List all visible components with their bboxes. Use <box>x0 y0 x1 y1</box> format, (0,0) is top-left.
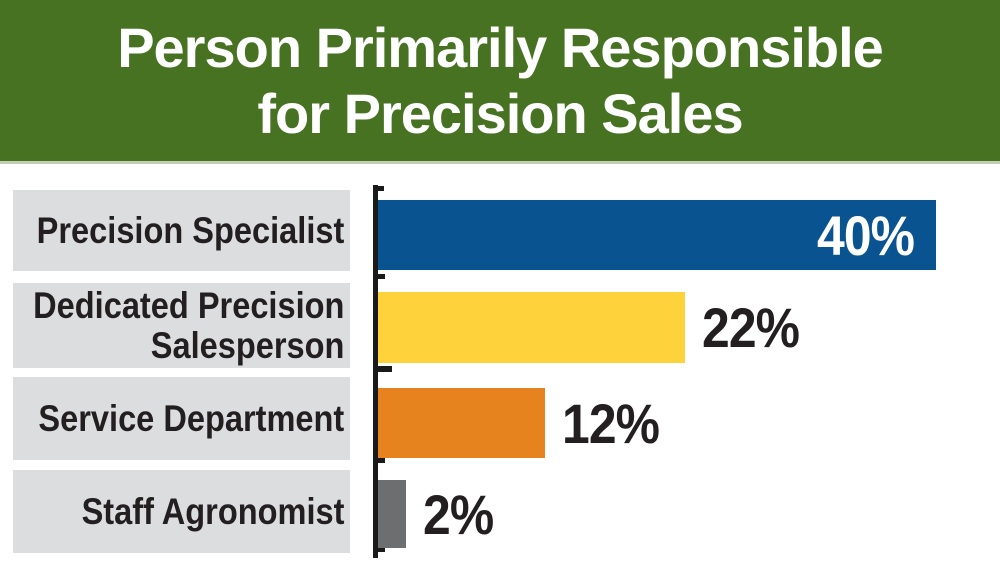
chart-title-line2: for Precision Sales <box>257 81 743 145</box>
category-label-text: Staff Agronomist <box>81 490 345 532</box>
chart-title-banner: Person Primarily Responsible for Precisi… <box>0 0 1000 164</box>
category-label-dedicated-precision-salesperson: Dedicated Precision Salesperson <box>13 283 350 368</box>
value-label-dedicated-precision-salesperson: 22% <box>702 296 800 359</box>
y-axis-line <box>373 185 378 558</box>
axis-tick <box>378 274 385 279</box>
axis-tick <box>378 366 392 372</box>
bar-service-department <box>378 388 545 458</box>
chart-title-line1: Person Primarily Responsible <box>117 15 884 79</box>
axis-tick <box>378 186 384 191</box>
bar-dedicated-precision-salesperson <box>378 292 685 363</box>
category-label-precision-specialist: Precision Specialist <box>13 190 350 271</box>
value-label-service-department: 12% <box>562 391 660 455</box>
bar-precision-specialist <box>378 200 936 270</box>
category-label-text: Dedicated Precision <box>33 284 345 326</box>
axis-tick <box>378 458 385 463</box>
bar-staff-agronomist <box>378 480 406 548</box>
category-label-text: Precision Specialist <box>37 209 345 251</box>
value-label-precision-specialist: 40% <box>816 203 915 267</box>
value-label-staff-agronomist: 2% <box>423 482 494 546</box>
category-label-service-department: Service Department <box>13 377 350 460</box>
category-label-staff-agronomist: Staff Agronomist <box>13 470 350 553</box>
axis-tick <box>378 547 385 552</box>
category-label-text: Salesperson <box>151 324 345 366</box>
category-label-text: Service Department <box>38 397 345 439</box>
